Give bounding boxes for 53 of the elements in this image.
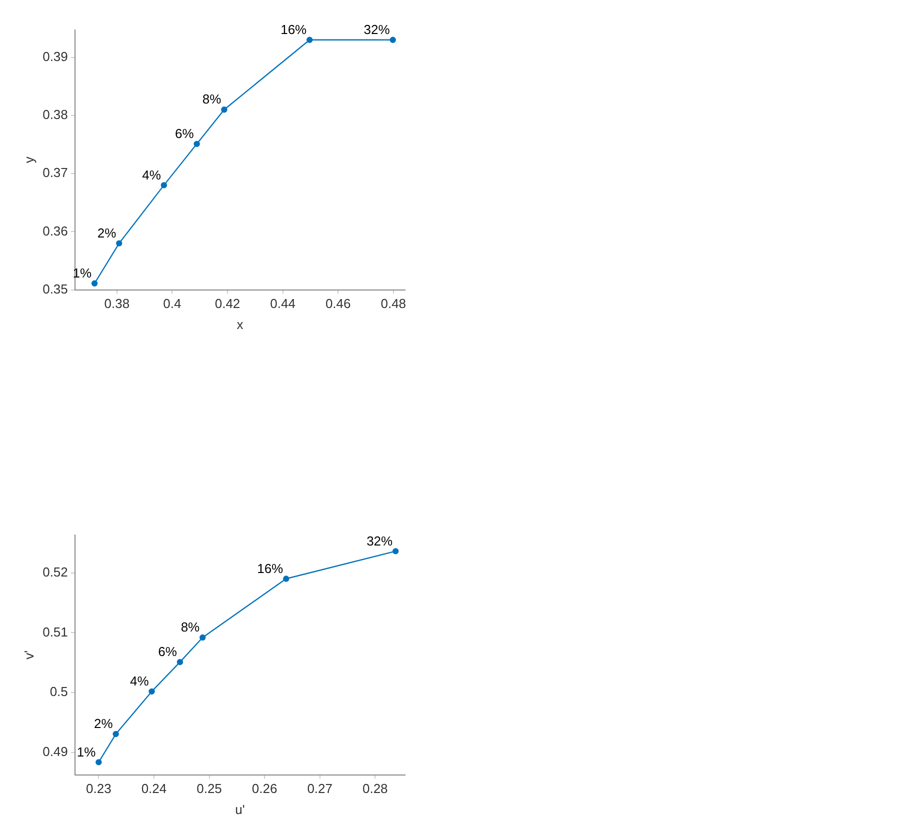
x-tick-label: 0.42 (214, 296, 240, 312)
x-tick-label: 0.24 (141, 781, 167, 796)
annotation: 4% (130, 674, 150, 689)
y-tick-label: 0.51 (42, 624, 68, 640)
annotation: 8% (202, 92, 222, 107)
point (112, 730, 119, 738)
point (200, 634, 206, 641)
point (116, 240, 122, 246)
annotation: 8% (180, 620, 200, 635)
point (283, 576, 290, 582)
annotation: 4% (142, 167, 162, 182)
point (221, 106, 228, 113)
x-tick-label: 0.44 (270, 296, 296, 312)
annotation: 16% (280, 22, 308, 37)
x-tick-label: 0.28 (362, 781, 388, 796)
point (91, 280, 98, 287)
x-axis-title: u' (235, 802, 245, 817)
point (194, 140, 200, 148)
x-axis-title: x (236, 316, 244, 332)
annotation: 32% (366, 533, 394, 548)
y-tick-label: 0.38 (42, 107, 68, 122)
annotation: 6% (175, 126, 194, 141)
y-tick-label: 0.49 (42, 744, 68, 760)
x-tick-label: 0.25 (196, 781, 222, 796)
point (148, 688, 155, 695)
annotation: 32% (364, 22, 390, 37)
x-tick-label: 0.27 (307, 781, 333, 796)
point (176, 658, 184, 666)
annotation: 1% (72, 265, 92, 280)
y-axis-title: v' (21, 650, 36, 660)
point (96, 759, 102, 766)
y-axis-title: y (21, 156, 36, 164)
annotation: 6% (158, 644, 178, 660)
y-tick-label: 0.35 (42, 281, 68, 296)
x-tick-label: 0.23 (86, 781, 112, 796)
point (392, 548, 399, 554)
annotation: 2% (97, 225, 117, 240)
point (160, 182, 168, 188)
x-tick-label: 0.48 (380, 296, 406, 312)
annotation: 2% (94, 716, 114, 732)
annotation: 1% (76, 744, 96, 760)
y-tick-label: 0.5 (50, 684, 68, 700)
y-tick-label: 0.52 (42, 564, 68, 580)
x-tick-label: 0.26 (252, 781, 278, 796)
point (306, 36, 313, 43)
y-tick-label: 0.36 (42, 223, 68, 238)
point (390, 36, 396, 43)
x-tick-label: 0.46 (325, 296, 351, 312)
x-tick-label: 0.4 (163, 296, 182, 312)
x-tick-label: 0.38 (104, 296, 130, 312)
annotation: 16% (257, 560, 284, 576)
y-tick-label: 0.37 (42, 165, 68, 180)
y-tick-label: 0.39 (42, 48, 68, 64)
